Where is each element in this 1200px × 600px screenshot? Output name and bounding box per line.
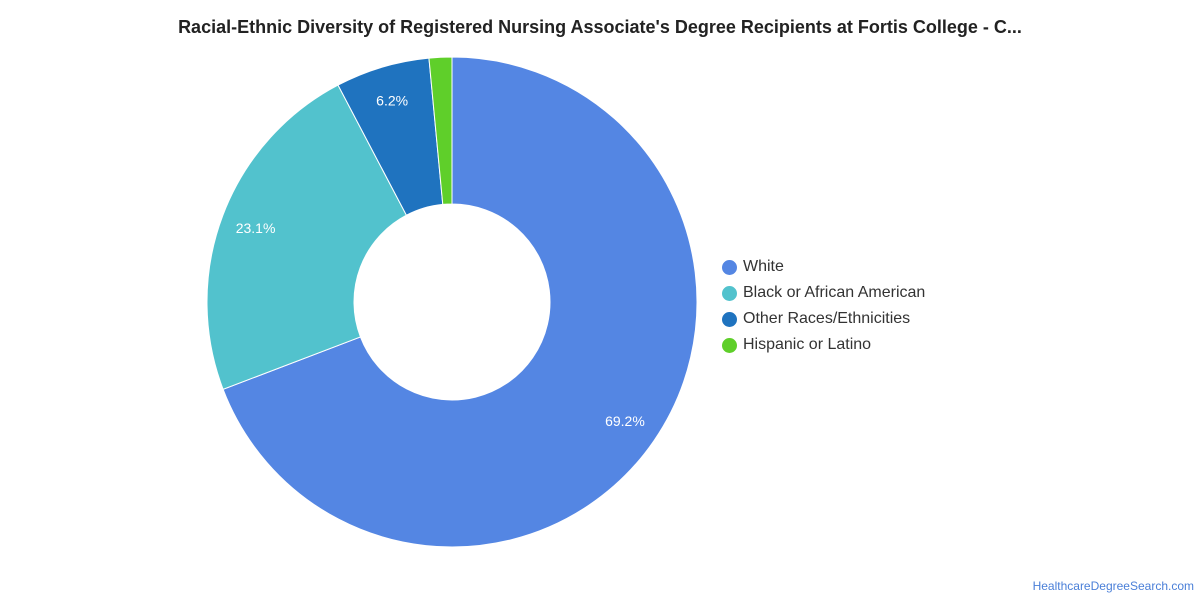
slice-labels-group: 69.2% 23.1% 6.2% [236, 93, 645, 429]
legend-swatch-other-races [722, 311, 737, 327]
legend: White Black or African American Other Ra… [722, 254, 925, 358]
legend-label-white: White [743, 258, 784, 275]
legend-label-black-or-african-american: Black or African American [743, 284, 926, 301]
slice-label-other-races-ethnicities: 6.2% [376, 93, 408, 109]
legend-item-other-races[interactable]: Other Races/Ethnicities [722, 306, 925, 332]
slices-group [206, 56, 698, 548]
legend-swatch-white [722, 259, 737, 275]
slice-white[interactable] [222, 56, 698, 548]
slice-label-white: 69.2% [605, 413, 645, 429]
slice-label-black-or-african-american: 23.1% [236, 220, 276, 236]
legend-swatch-hispanic-or-latino [722, 337, 737, 353]
source-credit-link[interactable]: HealthcareDegreeSearch.com [1032, 579, 1194, 593]
legend-label-hispanic-or-latino: Hispanic or Latino [743, 336, 872, 353]
legend-item-white[interactable]: White [722, 254, 925, 280]
legend-item-hispanic-or-latino[interactable]: Hispanic or Latino [722, 332, 925, 358]
chart-title: Racial-Ethnic Diversity of Registered Nu… [178, 17, 1022, 37]
slice-black-or-african-american[interactable] [206, 84, 408, 390]
legend-swatch-black-or-african-american [722, 285, 737, 301]
legend-label-other-races: Other Races/Ethnicities [743, 310, 911, 327]
legend-item-black-or-african-american[interactable]: Black or African American [722, 280, 925, 306]
slice-hispanic-or-latino[interactable] [428, 56, 453, 205]
